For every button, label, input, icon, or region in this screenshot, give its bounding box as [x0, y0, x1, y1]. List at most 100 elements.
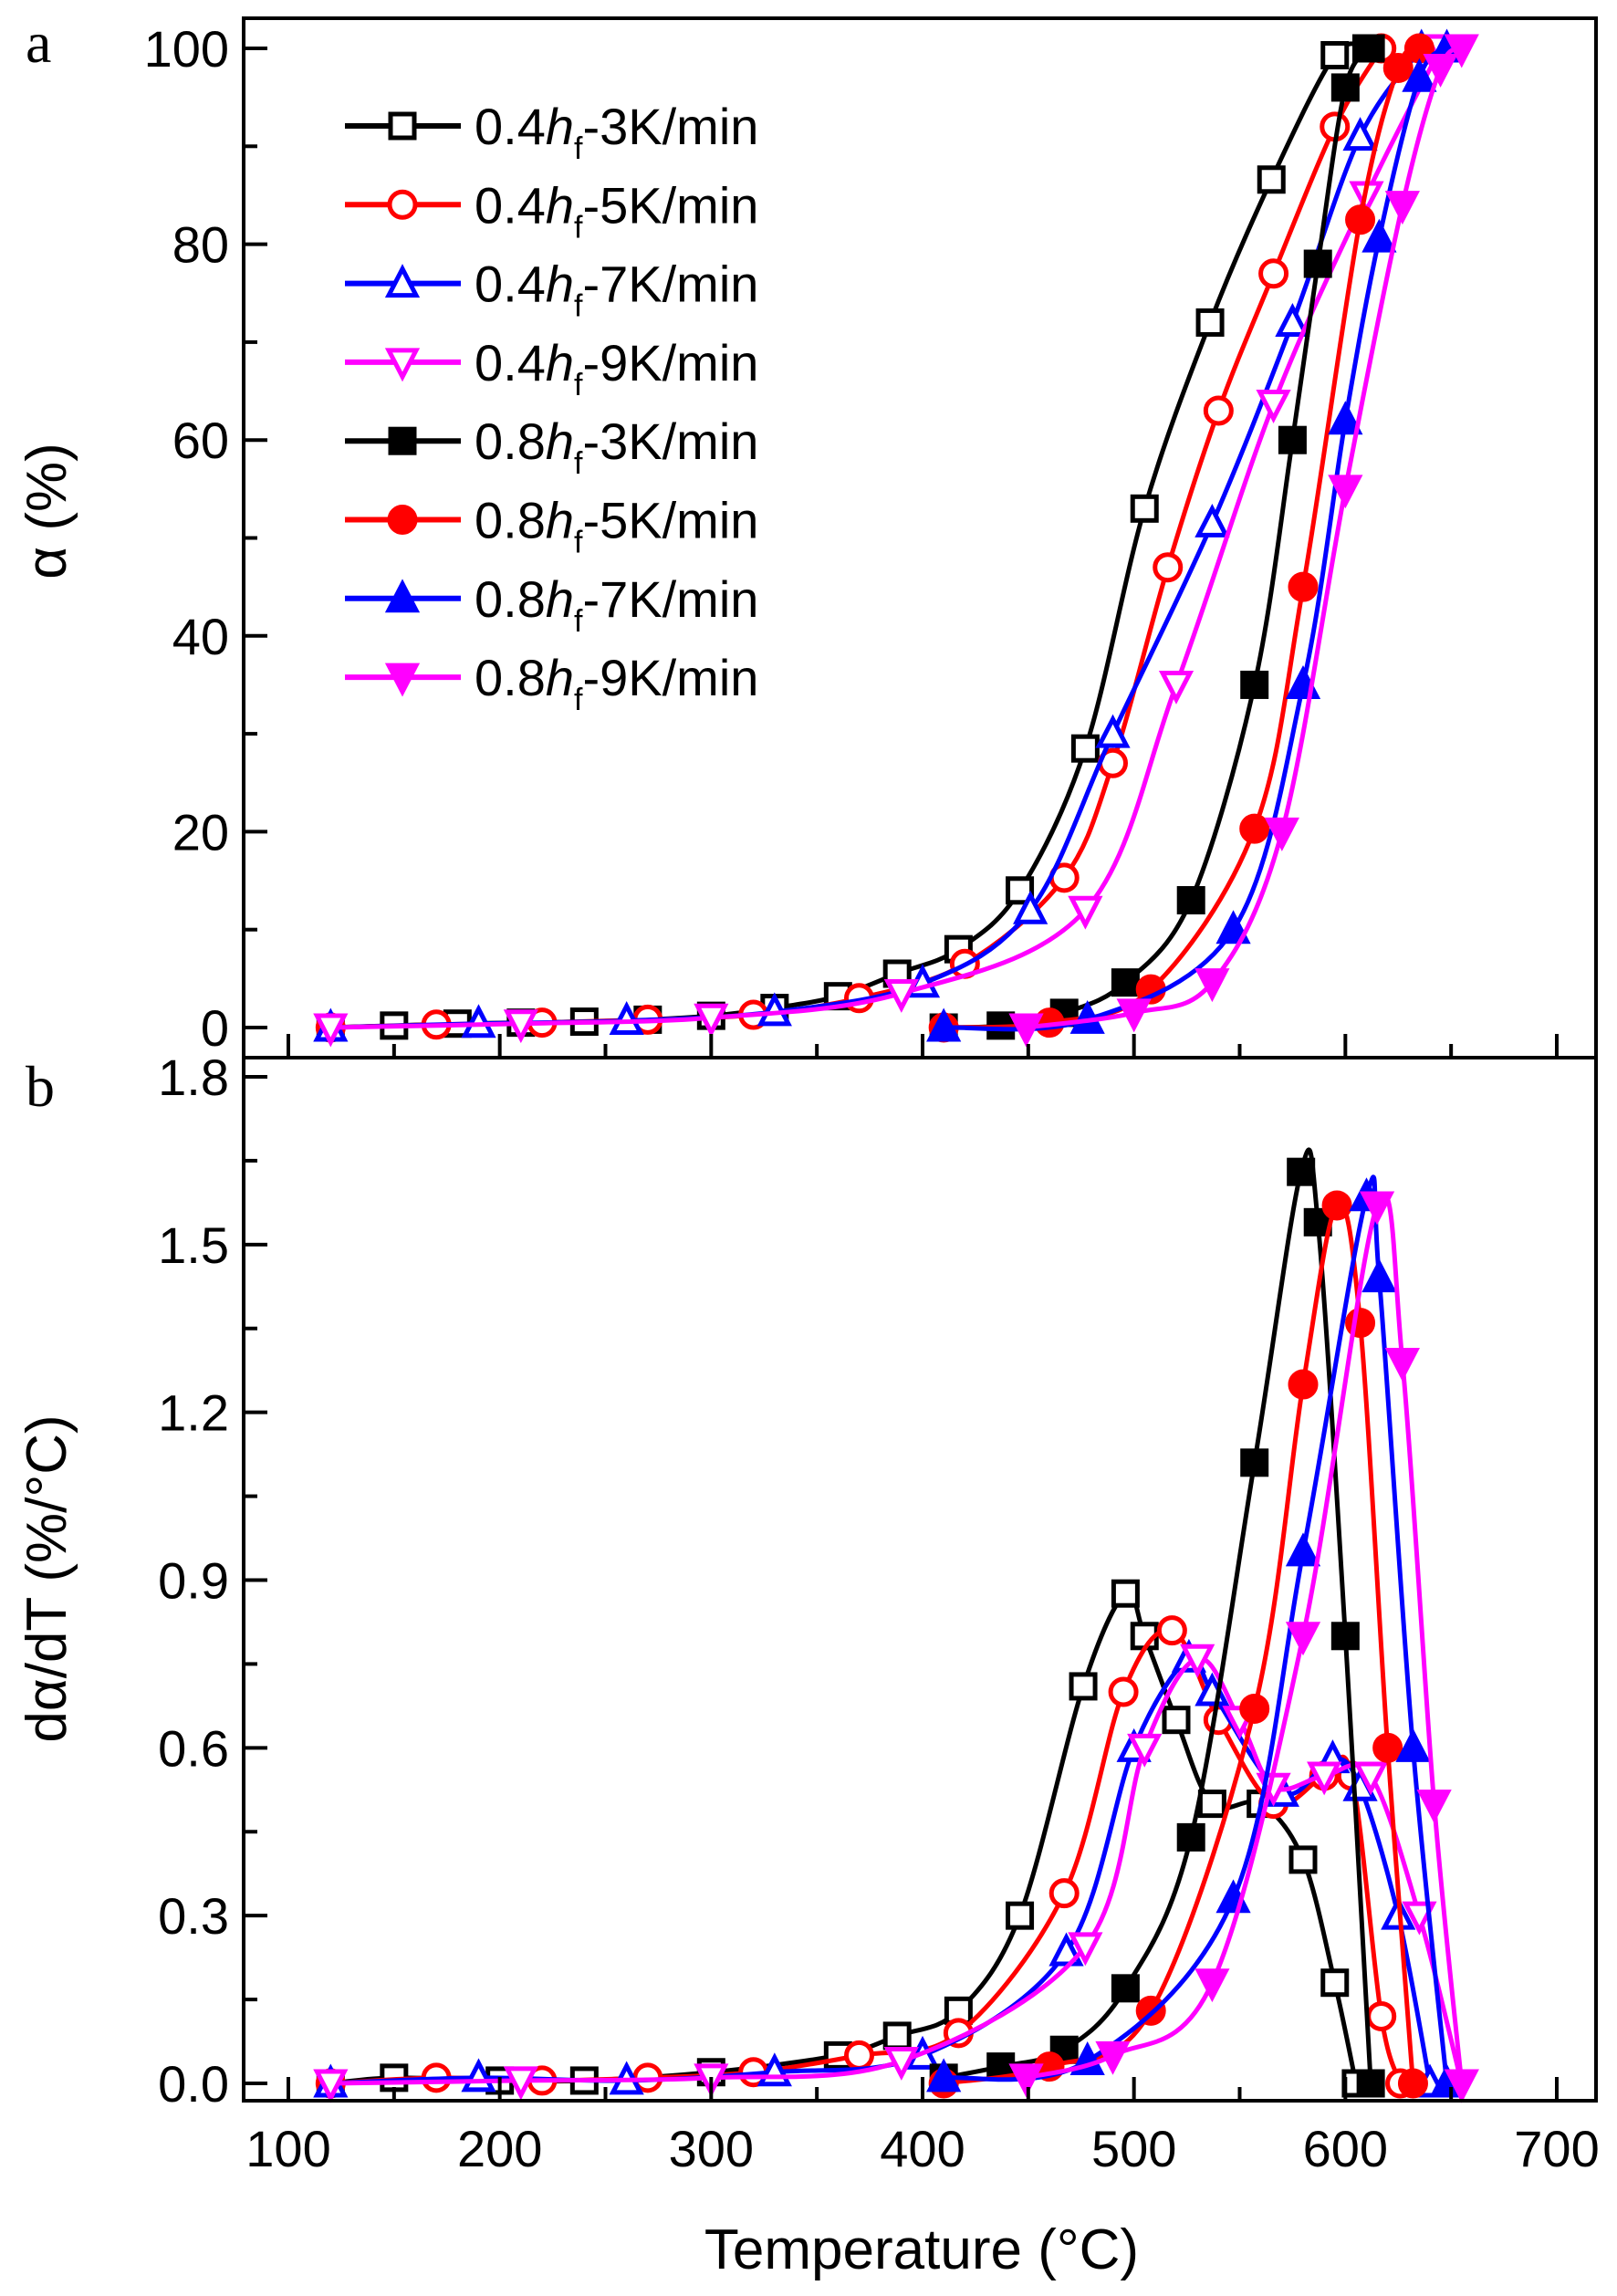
series-0.4hf-7K/min: [313, 1638, 1448, 2098]
data-point: [694, 1003, 729, 1038]
legend-item: 0.8hf-9K/min: [345, 649, 758, 717]
series-line: [1025, 1192, 1465, 2084]
x-tick-label: 300: [669, 2120, 754, 2177]
data-point: [1356, 34, 1385, 63]
data-point: [883, 2046, 919, 2081]
data-point: [1257, 165, 1286, 194]
x-tick-label: 400: [880, 2120, 965, 2177]
data-point: [1068, 1932, 1103, 1967]
data-point: [1361, 218, 1397, 253]
data-point: [1153, 552, 1184, 583]
data-point: [1361, 1258, 1397, 1293]
data-point: [1116, 998, 1152, 1033]
data-point: [313, 2069, 349, 2103]
y-tick-label: 1.8: [158, 1049, 229, 1106]
x-tick-label: 600: [1303, 2120, 1388, 2177]
legend-marker: [384, 579, 421, 613]
data-point: [1006, 1901, 1035, 1930]
data-point: [1366, 2000, 1397, 2031]
data-point: [1345, 204, 1376, 235]
data-point: [1278, 425, 1307, 454]
data-point: [1444, 2069, 1479, 2103]
data-point: [1321, 1190, 1352, 1221]
series-0.8hf-9K/min: [1008, 1191, 1479, 2103]
data-point: [1285, 1622, 1321, 1656]
series-0.8hf-3K/min: [929, 34, 1385, 1042]
legend-label: 0.8hf-9K/min: [475, 649, 758, 717]
data-point: [926, 2058, 962, 2092]
data-point: [1287, 1157, 1316, 1186]
data-point: [1372, 1732, 1403, 1763]
panel-label-b: b: [26, 1054, 55, 1119]
data-point: [1240, 1448, 1269, 1477]
data-point: [1108, 1676, 1139, 1707]
x-tick-label: 100: [245, 2120, 330, 2177]
y-tick-label: 20: [172, 803, 229, 861]
series-0.8hf-9K/min: [1008, 34, 1479, 1048]
data-point: [1330, 73, 1360, 102]
series-line: [330, 1627, 1403, 2086]
legend-label: 0.4hf-9K/min: [475, 334, 758, 402]
data-point: [1194, 968, 1230, 1003]
legend: 0.4hf-3K/min 0.4hf-5K/min 0.4hf-7K/min 0.4h…: [345, 98, 758, 717]
legend-item: 0.8hf-3K/min: [345, 412, 758, 481]
data-point: [1258, 258, 1289, 289]
data-point: [1239, 813, 1270, 844]
data-point: [1307, 1761, 1342, 1796]
legend-marker: [384, 663, 421, 697]
data-point: [1111, 968, 1140, 997]
x-tick-label: 700: [1514, 2120, 1599, 2177]
data-point: [1256, 389, 1291, 423]
data-point: [1127, 1733, 1163, 1768]
data-point: [313, 1013, 349, 1048]
data-point: [1069, 1672, 1098, 1701]
panel-label-a: a: [26, 10, 51, 75]
legend-marker: [387, 189, 418, 220]
data-point: [1240, 670, 1269, 699]
data-point: [883, 978, 919, 1013]
x-tick-label: 500: [1091, 2120, 1176, 2177]
data-point: [1444, 34, 1479, 68]
legend-label: 0.4hf-7K/min: [475, 256, 758, 324]
data-point: [1162, 1706, 1191, 1735]
data-point: [1130, 494, 1159, 523]
x-axis-title: Temperature (°C): [704, 2218, 1139, 2281]
data-point: [1288, 1845, 1318, 1874]
data-point: [1180, 1644, 1215, 1678]
y-tick-label: 1.5: [158, 1216, 229, 1274]
legend-label: 0.8hf-7K/min: [475, 570, 758, 639]
series-0.4hf-9K/min: [313, 1644, 1479, 2103]
data-point: [882, 2021, 912, 2051]
data-point: [1395, 1727, 1431, 1762]
data-point: [1008, 2063, 1044, 2098]
data-point: [1384, 191, 1420, 225]
data-point: [1264, 817, 1299, 851]
y-tick-label: 0: [201, 999, 229, 1057]
legend-label: 0.8hf-5K/min: [475, 492, 758, 560]
series-line: [944, 46, 1449, 1032]
panel-b: 0.0 0.3 0.6 0.9 1.2 1.5 1.8 100 200 300 400 500 600 7…: [158, 1049, 1600, 2177]
data-point: [1068, 895, 1103, 930]
data-point: [1330, 1622, 1360, 1651]
data-point: [1328, 475, 1363, 509]
data-point: [1197, 1790, 1226, 1819]
data-point: [1194, 503, 1230, 537]
series-line: [1026, 46, 1464, 1030]
legend-marker: [388, 111, 417, 141]
data-point: [503, 1009, 538, 1044]
legend-item: 0.4hf-9K/min: [345, 334, 758, 402]
y-tick-label: 1.2: [158, 1384, 229, 1442]
legend-item: 0.4hf-3K/min: [345, 98, 758, 166]
data-point: [1328, 401, 1363, 435]
data-point: [1095, 2040, 1131, 2075]
data-point: [1359, 1191, 1395, 1226]
y-tick-label: 100: [144, 20, 229, 78]
data-point: [1384, 1348, 1420, 1382]
legend-marker: [384, 264, 421, 298]
data-point: [1111, 1974, 1140, 2003]
data-point: [1156, 1615, 1187, 1646]
series-line: [943, 1201, 1415, 2086]
data-point: [1176, 886, 1205, 915]
